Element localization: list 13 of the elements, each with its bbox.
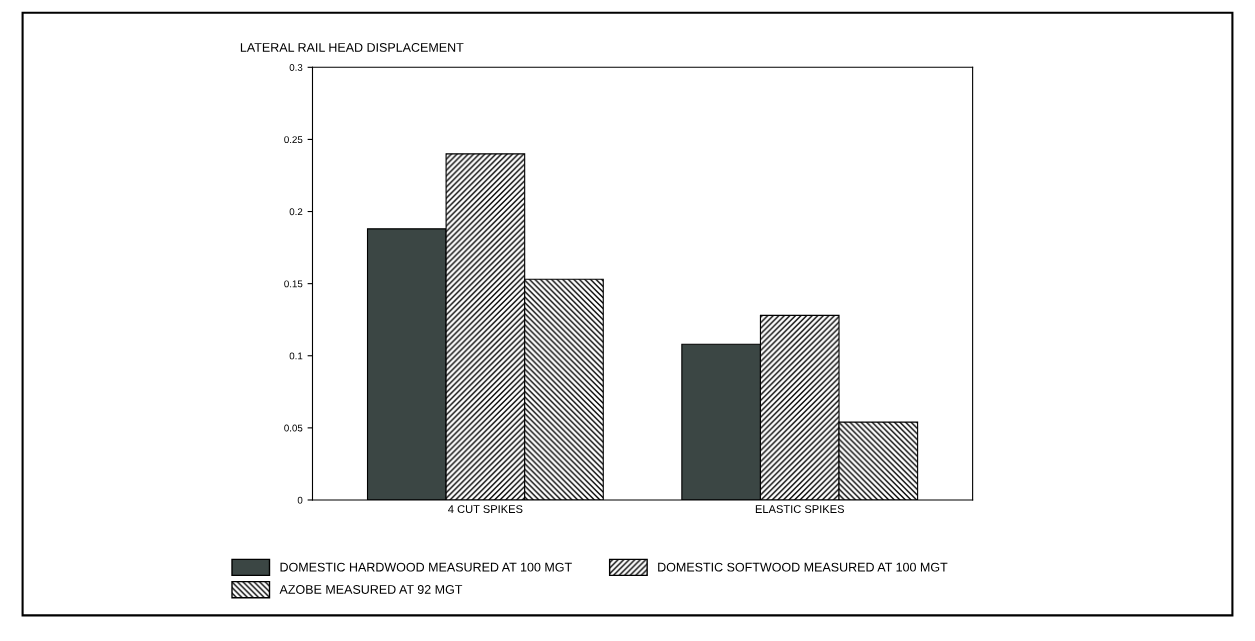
y-tick-label: 0.15 — [284, 280, 303, 288]
y-tick-label: 0.05 — [284, 424, 303, 432]
legend-label: DOMESTIC SOFTWOOD MEASURED AT 100 MGT — [658, 562, 948, 572]
x-tick-label: 4 CUT SPIKES — [448, 505, 523, 513]
y-axis-title: LATERAL RAIL HEAD DISPLACEMENT — [240, 43, 464, 52]
y-tick-label: 0 — [297, 496, 303, 504]
legend-label: DOMESTIC HARDWOOD MEASURED AT 100 MGT — [280, 562, 572, 572]
y-tick-label: 0.2 — [289, 208, 303, 216]
y-tick-label: 0.3 — [289, 64, 303, 71]
legend-label: AZOBE MEASURED AT 92 MGT — [279, 585, 463, 594]
y-tick-label: 0.25 — [284, 136, 303, 144]
y-tick-label: 0.1 — [289, 352, 303, 360]
x-tick-label: ELASTIC SPIKES — [755, 505, 844, 513]
